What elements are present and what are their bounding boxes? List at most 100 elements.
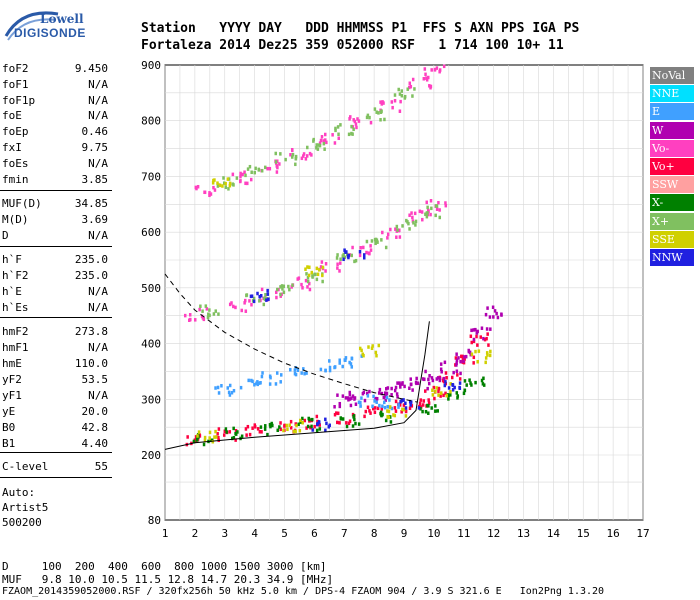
data-point <box>374 396 377 401</box>
data-point <box>382 395 386 400</box>
data-point <box>183 313 187 318</box>
data-point <box>198 307 201 312</box>
data-point <box>489 349 492 354</box>
data-point <box>228 302 232 307</box>
param-row: hmF1 N/A <box>2 341 108 356</box>
data-point <box>253 170 256 175</box>
param-row: h`F2 235.0 <box>2 269 108 284</box>
data-point <box>195 186 198 191</box>
data-point <box>328 365 332 370</box>
data-point <box>421 377 425 381</box>
data-point <box>266 292 270 296</box>
data-point <box>217 427 221 431</box>
data-point <box>347 132 351 137</box>
data-point <box>421 403 425 407</box>
data-point <box>336 411 340 416</box>
param-value: 42.8 <box>81 421 109 434</box>
data-point <box>438 68 442 72</box>
data-point <box>463 379 467 383</box>
param-row: D N/A <box>2 229 108 244</box>
data-point <box>208 191 211 195</box>
data-point <box>398 383 402 387</box>
data-point <box>418 401 422 406</box>
param-value: 3.85 <box>81 173 109 186</box>
data-point <box>359 400 362 405</box>
data-point <box>367 251 371 255</box>
data-point <box>389 420 393 424</box>
data-point <box>385 387 388 391</box>
data-point <box>486 353 489 357</box>
data-point <box>264 424 267 428</box>
param-name: foF1p <box>2 94 36 107</box>
data-point <box>472 355 476 360</box>
data-point <box>285 423 288 428</box>
data-point <box>366 113 370 118</box>
legend-item: NNW <box>650 249 694 266</box>
data-point <box>234 305 237 310</box>
data-point <box>383 117 386 122</box>
data-point <box>472 361 475 365</box>
data-point <box>349 403 353 408</box>
data-point <box>307 273 311 278</box>
param-value: 9.75 <box>81 141 109 154</box>
data-point <box>469 381 472 385</box>
data-point <box>304 157 308 161</box>
data-point <box>390 100 394 104</box>
data-point <box>491 305 495 310</box>
data-point <box>228 393 232 397</box>
data-point <box>305 154 309 158</box>
data-point <box>475 331 479 335</box>
data-point <box>404 406 408 410</box>
data-point <box>302 154 305 158</box>
data-point <box>428 374 431 378</box>
data-point <box>206 315 210 320</box>
data-point <box>192 439 196 444</box>
data-point <box>461 354 464 359</box>
data-point <box>375 400 378 404</box>
data-point <box>430 68 433 72</box>
data-point <box>266 166 269 171</box>
x-tick-label: 14 <box>547 527 561 540</box>
y-tick-label: 300 <box>141 393 161 406</box>
data-point <box>257 381 261 385</box>
data-point <box>495 311 498 316</box>
param-row: B1 4.40 <box>2 437 108 452</box>
data-point <box>292 429 296 434</box>
data-point <box>303 418 307 423</box>
data-point <box>363 398 367 403</box>
data-point <box>208 430 212 435</box>
data-point <box>196 184 200 189</box>
data-point <box>300 282 303 287</box>
data-point <box>247 378 250 383</box>
data-point <box>244 309 248 313</box>
data-point <box>234 431 237 436</box>
data-point <box>380 407 384 411</box>
data-point <box>390 393 393 397</box>
data-point <box>214 386 217 390</box>
data-point <box>216 181 219 185</box>
data-point <box>371 404 374 409</box>
data-point <box>297 422 300 427</box>
data-point <box>189 317 192 322</box>
data-point <box>434 404 437 408</box>
data-point <box>366 405 370 410</box>
data-point <box>301 416 304 421</box>
data-point <box>398 403 402 407</box>
data-point <box>341 254 345 258</box>
data-point <box>203 190 207 195</box>
data-point <box>227 177 231 181</box>
data-point <box>396 228 399 232</box>
data-point <box>350 365 354 369</box>
x-tick-label: 12 <box>487 527 500 540</box>
data-point <box>440 369 443 374</box>
data-point <box>199 304 202 309</box>
data-point <box>362 253 366 257</box>
data-point <box>457 356 460 360</box>
data-point <box>289 426 293 430</box>
data-point <box>376 406 380 411</box>
x-tick-label: 2 <box>192 527 199 540</box>
data-point <box>397 405 400 409</box>
data-point <box>293 371 297 376</box>
param-separator <box>0 452 112 453</box>
data-point <box>492 315 495 319</box>
